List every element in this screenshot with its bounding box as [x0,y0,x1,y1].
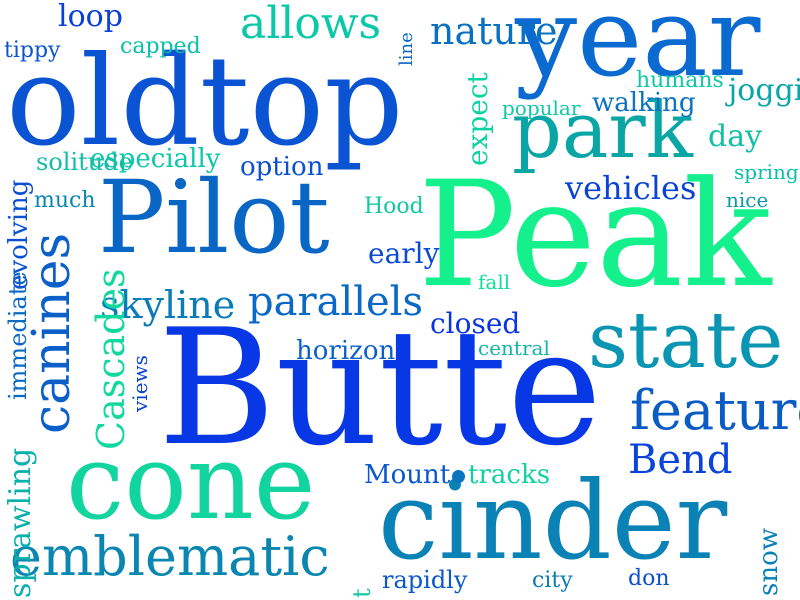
word-park: park [512,86,693,176]
word-expect: snow [754,528,784,596]
word-loop: nature [430,9,558,53]
word-peak: Peak [418,150,772,320]
word-humans: especially [90,144,221,174]
word-much: Mount [364,460,451,490]
word-don: early [368,237,440,270]
word-central: humans [636,68,724,93]
word-canines: tracks [468,460,551,490]
word-popular: sprawling [3,447,38,598]
word-option: Cascades [89,268,133,450]
word-snow: line [396,32,417,66]
word-year: year [515,0,761,101]
word-oldtop: oldtop [6,30,404,174]
word-cone: cone [66,421,316,543]
word-evolving: city [532,568,573,593]
word-butte: Butte [158,294,602,481]
word-solitude: immediate [4,271,32,400]
word-early: day [708,119,763,154]
word-pilot: Pilot [98,159,330,276]
word-walking: evolving [4,179,34,290]
word-tracks: horizon [296,336,396,366]
word-cascades: t [348,588,376,598]
word-sprawling: don [628,566,670,591]
word-mount: nice [726,188,769,212]
word-closed: vehicles [565,169,697,207]
word-parallels: Bend [628,437,733,483]
word-nice: walking [592,88,696,118]
word-jogging: option [240,152,324,182]
word-views: tippy [4,38,61,63]
dot-marker [452,470,465,483]
word-horizon: popular [502,96,581,120]
word-capped: views [128,355,152,412]
word-t: capped [120,34,201,59]
word-line: much [34,188,96,213]
word-immediate: rapidly [382,566,468,594]
word-spring: expect [461,72,494,166]
word-hood: spring [734,160,799,184]
word-vehicles: loop [58,0,123,34]
word-tippy: Hood [364,194,424,219]
word-allows: skyline [100,283,236,327]
word-state: state [588,296,784,386]
word-nature: allows [240,0,382,49]
word-skyline: parallels [248,279,423,325]
word-city: fall [478,270,511,294]
word-fall: jogging [728,73,800,108]
word-emblematic: emblematic [10,525,330,588]
word-day: solitude [36,148,133,176]
word-bend: feature [630,379,800,442]
word-cinder: cinder [378,459,728,584]
word-rapidly: central [478,336,550,360]
word-especially: closed [430,307,521,340]
